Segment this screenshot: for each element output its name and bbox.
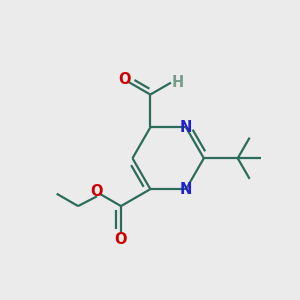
Text: H: H bbox=[172, 75, 184, 90]
Text: N: N bbox=[180, 182, 192, 196]
Text: O: O bbox=[90, 184, 103, 199]
Text: O: O bbox=[115, 232, 127, 247]
Text: N: N bbox=[180, 120, 192, 135]
Text: O: O bbox=[119, 72, 131, 87]
